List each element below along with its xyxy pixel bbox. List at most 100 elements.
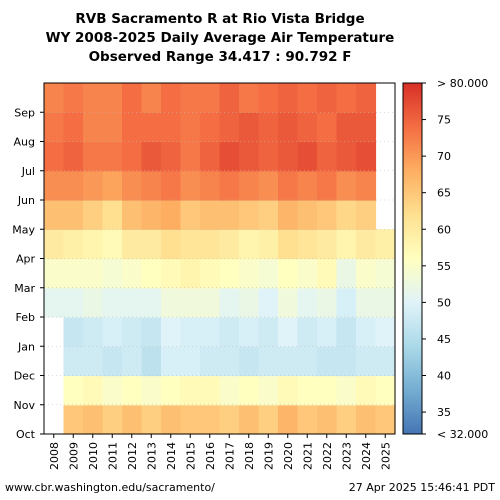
heatmap-cell xyxy=(161,112,182,143)
heatmap-cell xyxy=(83,170,104,201)
heatmap-cell xyxy=(141,229,162,260)
heatmap-cell xyxy=(258,404,279,435)
heatmap-cell xyxy=(83,112,104,143)
heatmap-cell xyxy=(239,200,260,230)
heatmap-cell xyxy=(258,112,279,143)
heatmap-cell xyxy=(63,200,84,230)
chart-title-line-2: WY 2008-2025 Daily Average Air Temperatu… xyxy=(45,30,395,46)
heatmap-cell xyxy=(375,346,396,377)
timestamp: 27 Apr 2025 15:46:41 PDT xyxy=(348,481,495,494)
heatmap-cell xyxy=(102,112,123,143)
chart-title-line-3: Observed Range 34.417 : 90.792 F xyxy=(88,49,352,65)
x-tick-label: 2022 xyxy=(321,442,334,470)
heatmap-cell xyxy=(63,317,84,347)
heatmap-cell xyxy=(356,317,377,347)
heatmap-cell xyxy=(356,346,377,377)
heatmap-cell xyxy=(83,258,104,289)
colorbar-tick-label: 40 xyxy=(437,370,451,383)
heatmap-cell xyxy=(317,170,338,201)
heatmap-cell xyxy=(317,375,338,406)
heatmap-cell xyxy=(336,112,357,143)
heatmap-cell xyxy=(297,200,318,230)
heatmap-cell xyxy=(161,229,182,260)
heatmap-cell xyxy=(239,112,260,143)
heatmap-cell xyxy=(219,287,240,318)
heatmap-cell xyxy=(219,83,240,113)
heatmap-cell xyxy=(356,258,377,289)
heatmap-cell xyxy=(122,141,143,172)
colorbar-tick-label: 35 xyxy=(437,406,451,419)
heatmap-cell xyxy=(200,112,221,143)
source-url: www.cbr.washington.edu/sacramento/ xyxy=(5,481,215,494)
heatmap-cell xyxy=(258,346,279,377)
heatmap-cell xyxy=(83,317,104,347)
heatmap-cell xyxy=(219,317,240,347)
y-tick-label: Apr xyxy=(16,253,36,266)
heatmap-cell xyxy=(297,229,318,260)
heatmap-cell xyxy=(122,346,143,377)
x-tick-label: 2025 xyxy=(379,442,392,470)
colorbar-tick-label: < 32.000 xyxy=(437,428,488,441)
heatmap-cell xyxy=(356,83,377,113)
heatmap-cell xyxy=(63,141,84,172)
heatmap-cell xyxy=(141,404,162,435)
heatmap-cell xyxy=(278,258,299,289)
heatmap-cell xyxy=(83,83,104,113)
heatmap-cell xyxy=(122,229,143,260)
heatmap-cell xyxy=(258,141,279,172)
heatmap-cell xyxy=(44,287,65,318)
heatmap-cell xyxy=(122,200,143,230)
heatmap-cell xyxy=(297,346,318,377)
heatmap-cell xyxy=(63,112,84,143)
heatmap-cell xyxy=(180,229,201,260)
heatmap-cell xyxy=(44,200,65,230)
heatmap-cell xyxy=(219,141,240,172)
heatmap-cell xyxy=(375,229,396,260)
heatmap-cell xyxy=(180,112,201,143)
heatmap-cell xyxy=(356,404,377,435)
heatmap-cell xyxy=(141,258,162,289)
x-tick-label: 2014 xyxy=(165,442,178,470)
heatmap-cell xyxy=(161,141,182,172)
heatmap-cell xyxy=(102,258,123,289)
heatmap-cell xyxy=(297,170,318,201)
heatmap-cell xyxy=(180,141,201,172)
heatmap-cell xyxy=(356,200,377,230)
heatmap-cell xyxy=(356,112,377,143)
heatmap-cell xyxy=(44,229,65,260)
heatmap-cell xyxy=(297,317,318,347)
x-tick-label: 2020 xyxy=(282,442,295,470)
heatmap-cell xyxy=(278,287,299,318)
heatmap-cell xyxy=(200,258,221,289)
heatmap-cell xyxy=(297,258,318,289)
heatmap-cell xyxy=(141,346,162,377)
heatmap-cell xyxy=(161,83,182,113)
heatmap-cell xyxy=(63,229,84,260)
x-tick-label: 2018 xyxy=(243,442,256,470)
heatmap-cell xyxy=(356,141,377,172)
heatmap-cell xyxy=(297,404,318,435)
heatmap-cell xyxy=(122,170,143,201)
heatmap-cell xyxy=(161,258,182,289)
heatmap-cell xyxy=(317,141,338,172)
heatmap-cell xyxy=(336,317,357,347)
heatmap-cell xyxy=(200,375,221,406)
heatmap-cell xyxy=(356,229,377,260)
colorbar-tick-label: 55 xyxy=(437,260,451,273)
heatmap-cell xyxy=(161,346,182,377)
heatmap-cell xyxy=(161,404,182,435)
heatmap-cell xyxy=(141,170,162,201)
heatmap-cell xyxy=(219,258,240,289)
heatmap-cell xyxy=(278,229,299,260)
heatmap-cell xyxy=(219,346,240,377)
heatmap-cell xyxy=(278,83,299,113)
colorbar: 35 40 45 50 55 60 65 70 75 > 80.000 < 32.000 xyxy=(402,77,488,441)
y-tick-label: Sep xyxy=(14,106,35,119)
heatmap-cell xyxy=(63,83,84,113)
heatmap-cell xyxy=(336,229,357,260)
heatmap-cell xyxy=(317,258,338,289)
heatmap-cell xyxy=(83,141,104,172)
heatmap-cell xyxy=(258,83,279,113)
heatmap-cell xyxy=(63,287,84,318)
heatmap-cell xyxy=(63,170,84,201)
